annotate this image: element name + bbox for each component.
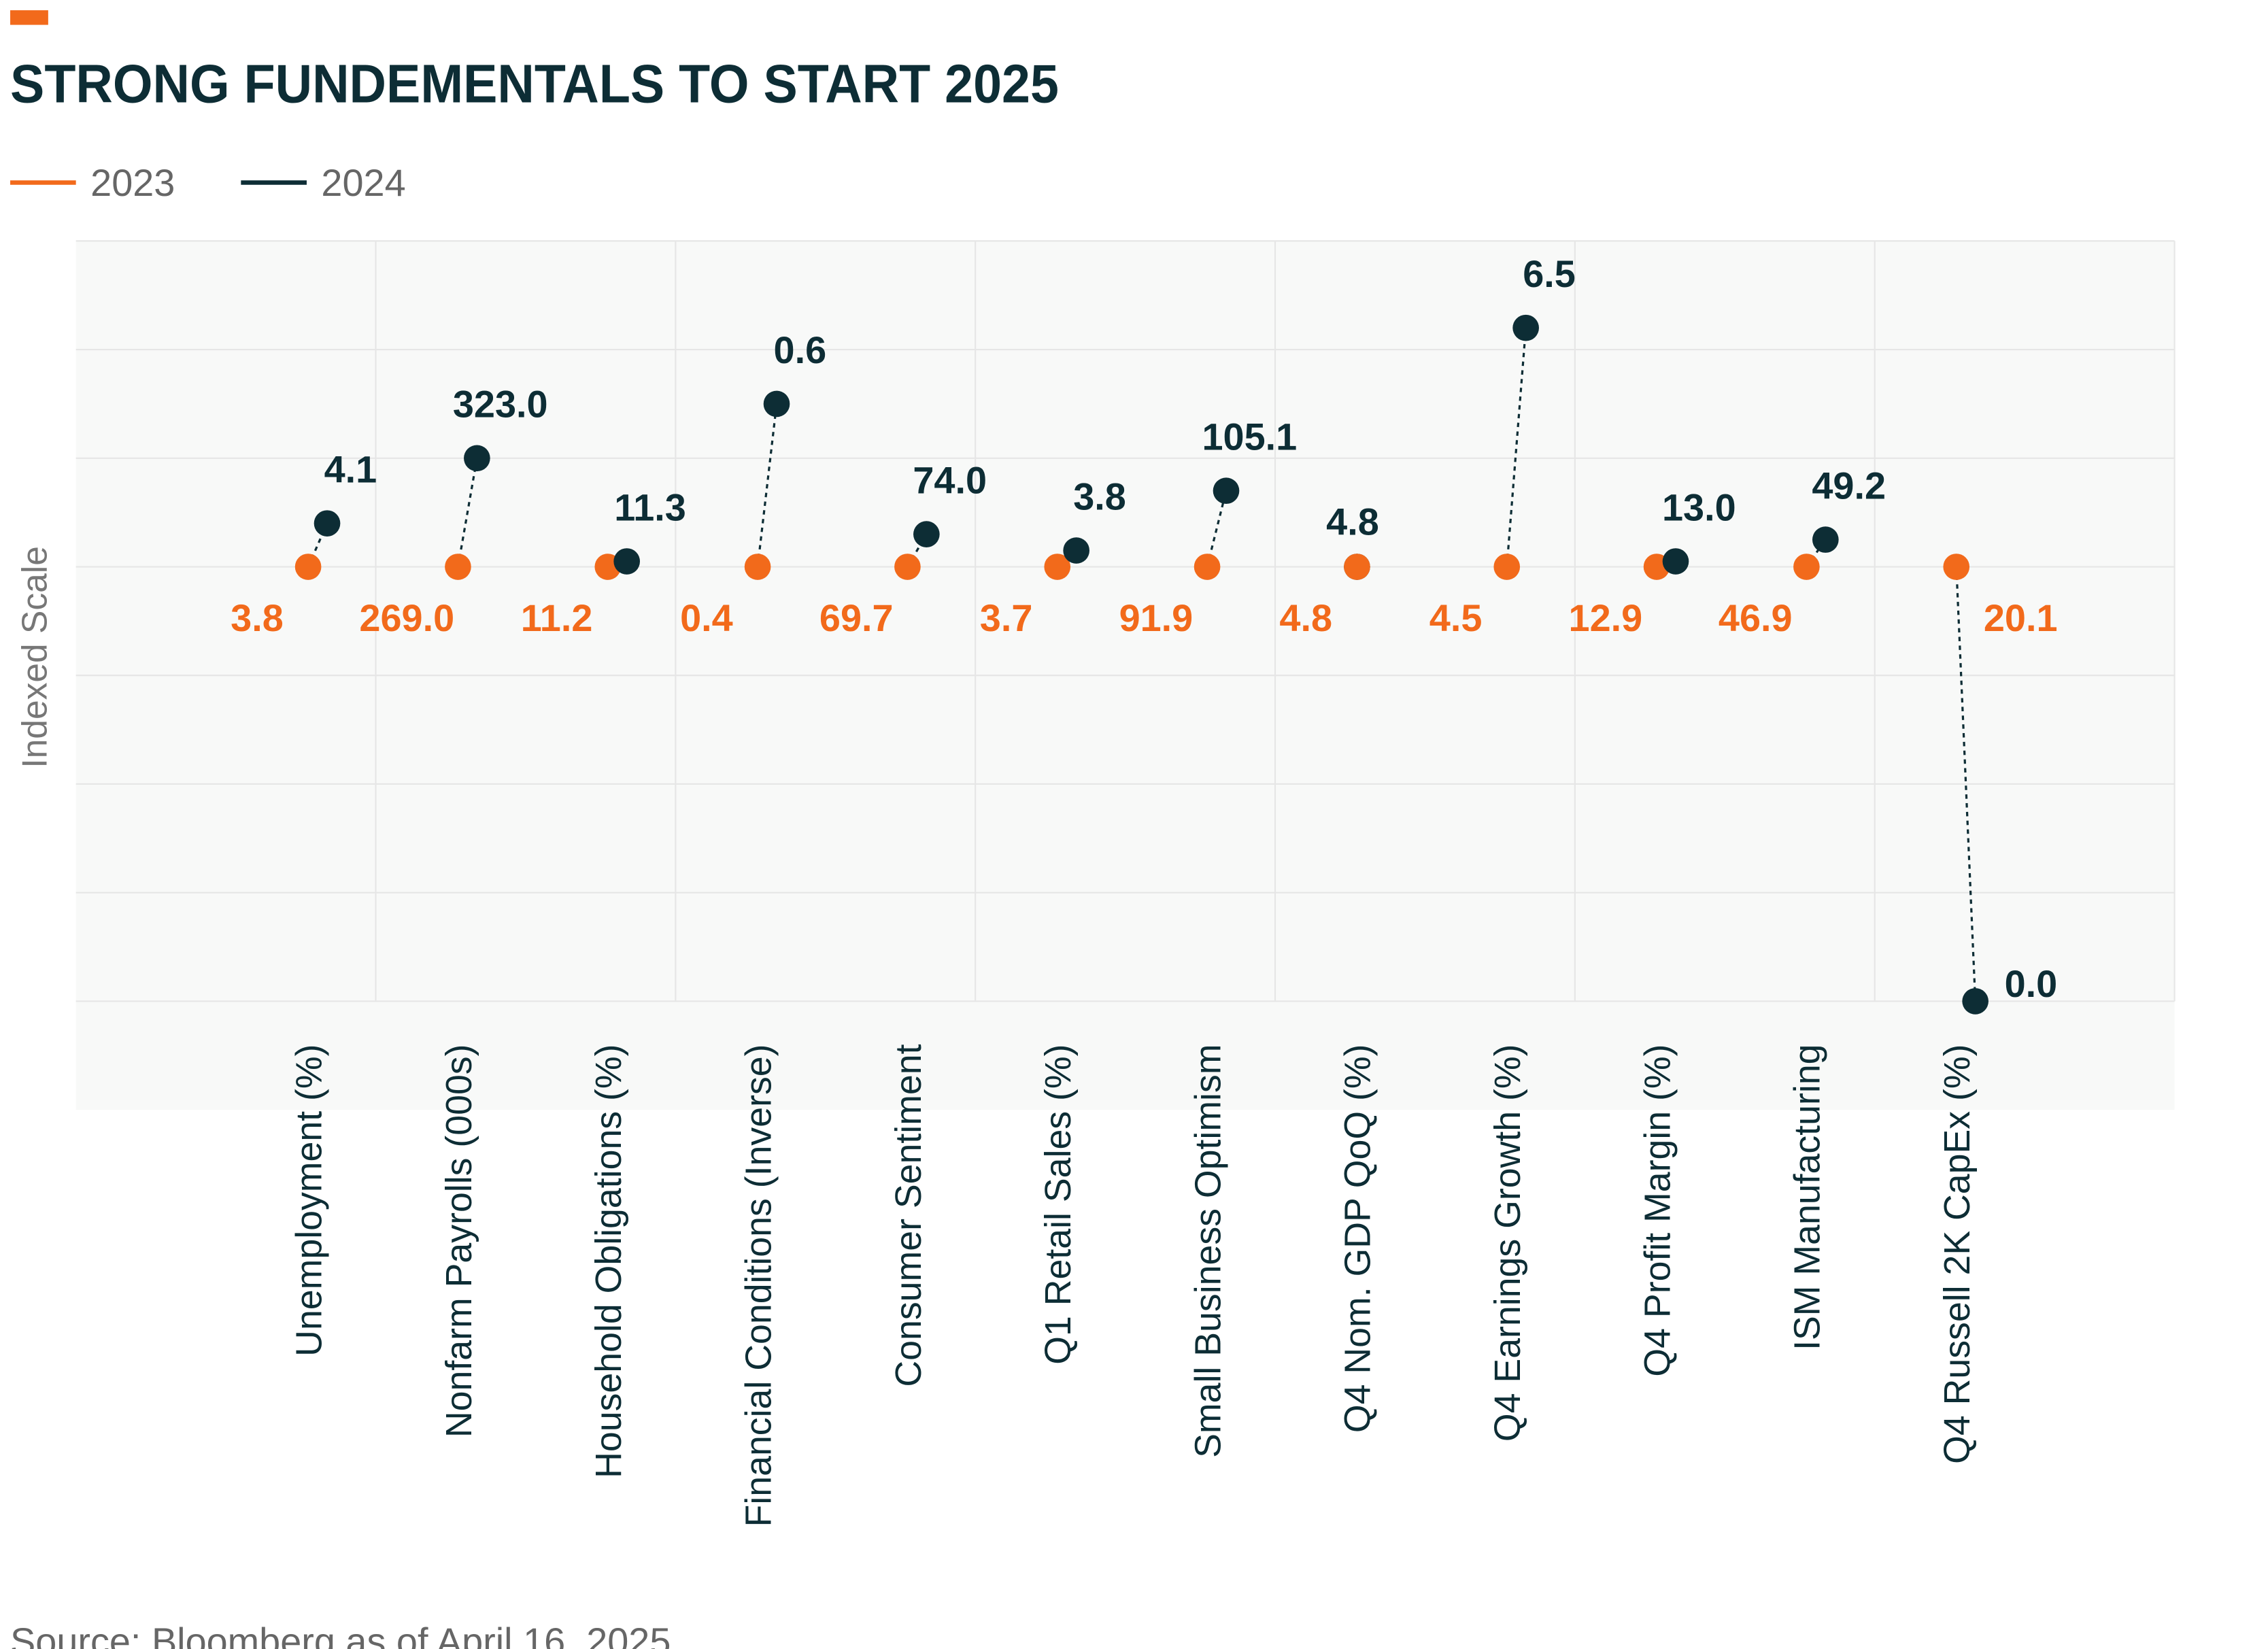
- x-tick-label: Household Obligations (%): [588, 1044, 629, 1478]
- data-label-2024: 323.0: [453, 383, 548, 426]
- dot-2024: [1962, 988, 1988, 1015]
- dot-2024: [913, 521, 940, 547]
- data-label-2023: 3.7: [980, 596, 1033, 639]
- dot-2023: [1344, 554, 1370, 580]
- x-tick-label: Small Business Optimism: [1187, 1044, 1228, 1457]
- source-note: Source: Bloomberg as of April 16, 2025.: [10, 1620, 681, 1649]
- x-tick-label: Q4 Earnings Growth (%): [1487, 1044, 1528, 1442]
- x-tick-label: Financial Conditions (Inverse): [738, 1044, 779, 1527]
- data-label-2024: 13.0: [1662, 486, 1736, 528]
- dot-2024: [314, 510, 341, 537]
- data-label-2023: 269.0: [359, 596, 454, 639]
- legend-label: 2024: [321, 161, 405, 204]
- dot-2024: [464, 445, 490, 472]
- title-accent: [10, 10, 48, 25]
- x-tick-label: Q4 Russell 2K CapEx (%): [1937, 1044, 1978, 1463]
- dot-2023: [744, 554, 771, 580]
- dot-2023: [1044, 554, 1071, 580]
- data-label-2024: 4.8: [1326, 500, 1379, 543]
- x-tick-label: Consumer Sentiment: [888, 1044, 929, 1387]
- data-label-2023: 4.8: [1279, 596, 1332, 639]
- y-axis-label: Indexed Scale: [15, 546, 54, 768]
- x-tick-label: Nonfarm Payrolls (000s): [439, 1044, 479, 1438]
- data-label-2023: 3.8: [231, 596, 284, 639]
- dot-2024: [1662, 548, 1689, 575]
- connector: [456, 458, 478, 567]
- x-tick-label: ISM Manufacturing: [1787, 1044, 1828, 1350]
- data-label-2023: 46.9: [1719, 596, 1793, 639]
- dot-2024: [1812, 526, 1839, 553]
- legend-label: 2023: [90, 161, 175, 204]
- data-label-2024: 0.0: [2005, 962, 2058, 1005]
- data-label-2024: 49.2: [1812, 464, 1886, 507]
- dot-2023: [445, 554, 471, 580]
- dot-2023: [894, 554, 921, 580]
- x-tick-label: Unemployment (%): [288, 1044, 329, 1356]
- data-label-2024: 11.3: [614, 486, 686, 528]
- data-label-2023: 91.9: [1119, 596, 1194, 639]
- x-tick-label: Q4 Profit Margin (%): [1637, 1044, 1678, 1376]
- x-tick-label: Q4 Nom. GDP QoQ (%): [1338, 1044, 1378, 1433]
- dot-2024: [1213, 477, 1240, 505]
- dot-2023: [1793, 554, 1820, 580]
- chart-title: STRONG FUNDEMENTALS TO START 2025: [10, 53, 1059, 114]
- data-label-2024: 6.5: [1523, 252, 1576, 295]
- dot-2024: [1512, 314, 1539, 341]
- connector: [1955, 566, 1977, 1002]
- data-label-2024: 105.1: [1202, 415, 1298, 458]
- data-label-2024: 74.0: [913, 458, 987, 501]
- data-label-2023: 69.7: [819, 596, 894, 639]
- dot-2024: [613, 548, 641, 575]
- data-label-2023: 11.2: [521, 596, 593, 639]
- dot-2023: [1194, 554, 1221, 580]
- data-label-2024: 0.6: [774, 328, 827, 371]
- data-label-2023: 20.1: [1984, 596, 2058, 639]
- data-label-2023: 0.4: [680, 596, 733, 639]
- dot-2023: [1493, 554, 1521, 580]
- x-tick-label: Q1 Retail Sales (%): [1038, 1044, 1079, 1364]
- dot-2024: [1063, 537, 1090, 564]
- connector: [756, 403, 778, 567]
- dot-2024: [763, 390, 790, 418]
- data-label-2023: 12.9: [1569, 596, 1643, 639]
- dot-2023: [1943, 554, 1970, 580]
- data-label-2023: 4.5: [1429, 596, 1483, 639]
- data-label-2024: 4.1: [324, 448, 377, 491]
- data-label-2024: 3.8: [1073, 475, 1126, 517]
- dot-2023: [294, 554, 322, 580]
- connector: [907, 533, 928, 568]
